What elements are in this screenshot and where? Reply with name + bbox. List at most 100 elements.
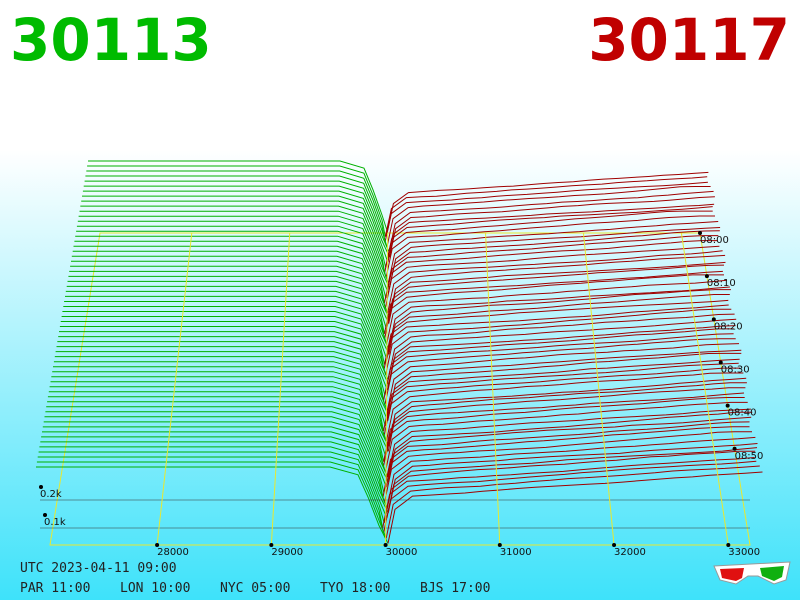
ask-depth-line [384,181,708,242]
bid-depth-line [38,451,384,529]
bid-depth-line [53,366,387,442]
ask-depth-line [385,372,744,442]
time-tick-dot [732,446,737,451]
ask-depth-line [386,186,711,248]
bid-depth-line [87,165,386,237]
ask-depth-line [388,261,726,324]
ask-depth-line [383,240,718,304]
ask-depth-line [387,230,720,294]
price-grid-line [385,232,389,546]
bid-price: 30113 [10,6,212,74]
bid-depth-line [53,361,385,437]
bid-depth-line [42,431,388,508]
bid-depth-line [75,235,386,309]
price-tick-label: 33000 [728,547,760,558]
price-tick-label: 29000 [271,547,303,558]
price-grid-line [680,232,729,546]
bid-depth-line [68,275,390,350]
ask-depth-line [383,421,750,493]
price-grid-line [156,232,193,546]
bid-depth-line [64,301,387,375]
time-tick-label: 08:10 [707,278,736,289]
ask-depth-line [384,299,729,365]
bid-depth-line [39,446,385,524]
time-tick-dot [698,231,702,235]
ask-depth-line [389,196,715,258]
bid-depth-line [62,311,390,386]
bid-depth-line [78,215,390,289]
zone-clock: TYO 18:00 [320,581,390,596]
bid-depth-line [69,270,388,345]
bid-depth-line [56,346,389,421]
green-lens [760,566,784,581]
zone-clock: PAR 11:00 [20,581,90,596]
bid-depth-line [59,326,385,401]
time-tick-dot [718,360,723,365]
time-tick-dot [725,403,730,408]
depth-tick-label: 0.2k [40,489,62,500]
ask-depth-line [383,450,756,524]
bid-depth-line [71,255,387,329]
bid-depth-line [81,200,386,273]
time-tick-dot [704,274,709,279]
bid-depth-line [65,295,385,370]
utc-clock: UTC 2023-04-11 09:00 [20,561,177,576]
ask-depth-line [386,171,709,232]
ask-depth-line [384,338,736,406]
bid-depth-line [47,401,389,478]
ask-depth-line [387,203,715,263]
bid-depth-line [61,316,388,391]
bid-depth-line [82,195,387,268]
bid-depth-line [54,356,384,432]
zone-clock: NYC 05:00 [220,581,290,596]
zone-clock: LON 10:00 [120,581,190,596]
plot: 0.2k 0.1k 28000 29000 30000 31000 32000 33000 08… [36,160,763,558]
ask-depth-line [388,254,726,319]
time-tick-label: 08:00 [700,235,729,246]
ask-depth-line [389,227,721,288]
ask-depth-line [387,250,723,314]
time-tick-dot [711,317,716,322]
time-tick-label: 08:40 [728,408,757,419]
bid-depth-line [76,225,387,299]
glasses-icon[interactable] [713,561,791,585]
bid-depth-line [66,285,388,360]
ask-depth-line [384,328,734,396]
ask-depth-line [385,308,732,375]
price-tick-dot [497,543,502,547]
bid-depth-line [45,411,387,488]
floor-frame [49,232,751,546]
bid-depth-line [60,321,386,396]
bid-depth-line [57,341,390,416]
ask-depth-line [387,377,747,447]
bid-depth-line [65,290,385,365]
ask-depth-line [385,206,713,268]
price-grid-line [582,232,615,546]
ask-depth-line [385,264,725,329]
price-grid-line [270,232,291,546]
bid-depth-line [40,441,388,519]
price-tick-label: 32000 [614,547,646,558]
ask-depth-line [387,411,753,483]
ask-depth-line [388,190,714,253]
ask-depth-line [386,279,728,345]
ask-depth-line [388,318,737,386]
ask-depth-line [382,457,755,529]
bid-depth-line [43,421,384,498]
bid-depth-line [36,461,387,539]
price-tick-label: 28000 [157,547,189,558]
bid-depth-line [49,386,385,462]
ask-depth-line [384,401,748,473]
bid-depth-line [42,426,385,503]
ask-depth-line [388,286,730,350]
bid-depth-line [55,351,386,426]
ask-depth-line [384,358,740,426]
bid-depth-line [80,205,387,278]
price-tick-dot [269,543,274,547]
ask-depth-line [383,270,723,334]
bid-depth-line [52,371,389,447]
red-lens [720,568,744,581]
ask-depth-line [385,235,719,299]
ask-price: 30117 [588,6,790,74]
